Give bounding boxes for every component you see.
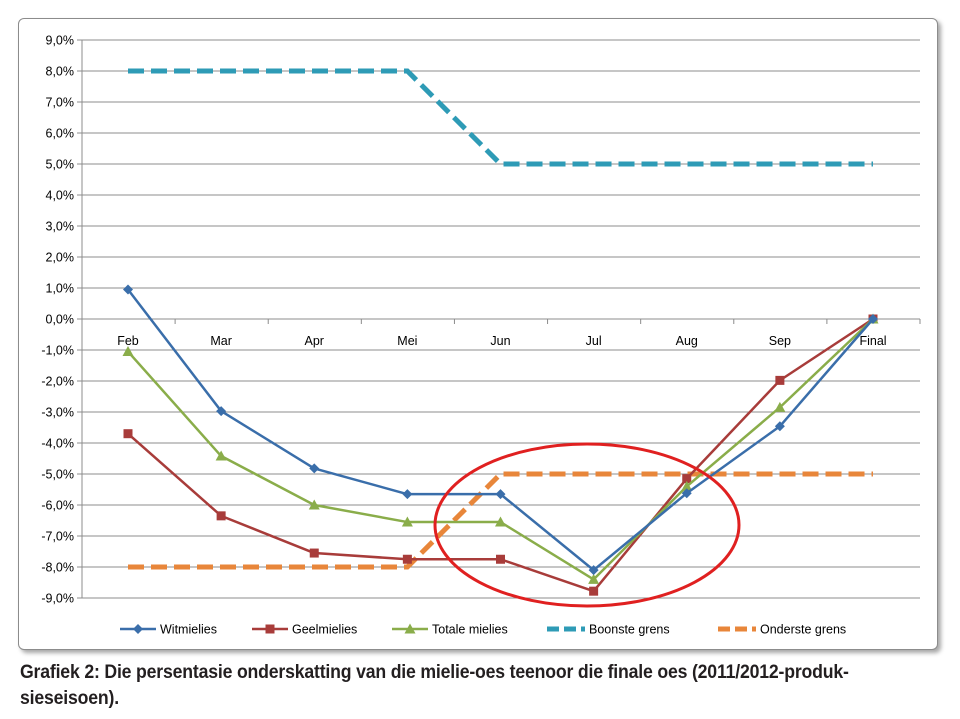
x-axis-ticks: Feb Mar Apr Mei Jun Jul Aug Sep Final (117, 334, 886, 348)
y-tick-label: -2,0% (41, 375, 74, 389)
series-3 (128, 68, 873, 167)
series-2-point (215, 450, 227, 461)
annotation-layer (433, 442, 741, 608)
legend-item: Witmielies (120, 623, 217, 637)
series-2 (122, 313, 879, 584)
legend-label: Boonste grens (589, 623, 670, 637)
grid-lines (77, 39, 921, 599)
legend-label: Onderste grens (760, 623, 846, 637)
x-tick-label: Sep (769, 334, 791, 348)
chart-frame (18, 18, 938, 650)
series-2-point (774, 401, 786, 412)
y-tick-label: 5,0% (46, 158, 75, 172)
series-2-point (401, 516, 413, 527)
y-tick-label: -4,0% (41, 437, 74, 451)
series-1-point (496, 554, 505, 564)
series-0-point (216, 406, 227, 417)
y-axis-ticks: 9,0% 8,0% 7,0% 6,0% 5,0% 4,0% 3,0% 2,0% 1,0% 0,0%… (41, 34, 74, 606)
y-tick-label: -9,0% (41, 592, 74, 606)
series-1-point (123, 429, 133, 439)
series-3-line (128, 68, 873, 167)
series-0-point (681, 488, 692, 499)
x-tick-label: Feb (117, 334, 139, 348)
series-2-point (681, 480, 693, 491)
series-1-point (402, 554, 412, 564)
y-tick-label: 1,0% (46, 282, 75, 296)
x-tick-label: Aug (676, 334, 698, 348)
y-tick-label: 9,0% (46, 34, 75, 48)
series-0-point (123, 284, 133, 295)
x-tick-label: Mar (210, 334, 232, 348)
y-tick-label: 3,0% (46, 220, 75, 234)
series-4-line (128, 471, 873, 570)
series-2-point (495, 516, 506, 527)
y-tick-label: 8,0% (46, 65, 75, 79)
series-1-point (309, 548, 319, 558)
series-1-line (127, 317, 874, 593)
series-0-point (495, 489, 506, 500)
series-0-point (402, 489, 413, 500)
x-tick-label: Jul (586, 334, 602, 348)
legend-swatch-point (404, 623, 416, 634)
y-tick-label: 2,0% (46, 251, 75, 265)
legend: Witmielies Geelmielies Totale mielies Boons… (120, 623, 846, 637)
series-lines (122, 68, 879, 596)
legend-item: Geelmielies (252, 623, 357, 637)
series-2-point (308, 499, 320, 510)
y-tick-label: 6,0% (46, 127, 75, 141)
series-2-line (127, 318, 874, 581)
legend-swatch-point (133, 624, 143, 634)
series-0-point (774, 421, 785, 432)
legend-item: Boonste grens (547, 623, 670, 637)
legend-swatch-point (265, 624, 275, 634)
legend-item: Onderste grens (718, 623, 846, 637)
series-0-line (127, 288, 874, 572)
legend-label: Witmielies (160, 623, 217, 637)
y-tick-label: -5,0% (41, 468, 74, 482)
x-tick-label: Apr (305, 334, 324, 348)
series-0-point (309, 463, 320, 474)
series-0-point (868, 314, 878, 324)
legend-label: Geelmielies (292, 623, 357, 637)
y-tick-label: -7,0% (41, 530, 74, 544)
y-tick-label: -3,0% (41, 406, 74, 420)
y-tick-label: -8,0% (41, 561, 74, 575)
y-tick-label: 0,0% (46, 313, 75, 327)
y-tick-label: -1,0% (41, 344, 74, 358)
series-4 (128, 471, 873, 570)
x-tick-label: Final (859, 334, 886, 348)
y-tick-label: 4,0% (46, 189, 75, 203)
highlight-ellipse (433, 442, 741, 608)
series-1-point (216, 511, 226, 521)
series-2-point (588, 573, 600, 584)
y-tick-label: -6,0% (41, 499, 74, 513)
series-0 (123, 284, 878, 576)
series-2-point (122, 346, 134, 357)
line-chart: 9,0% 8,0% 7,0% 6,0% 5,0% 4,0% 3,0% 2,0% 1,0% 0,0%… (41, 34, 921, 637)
series-1-point (682, 474, 692, 484)
legend-label: Totale mielies (432, 623, 508, 637)
x-tick-label: Mei (397, 334, 417, 348)
series-1-point (589, 586, 599, 596)
series-1-point (775, 375, 785, 385)
series-0-point (588, 565, 599, 576)
legend-item: Totale mielies (392, 623, 508, 637)
y-tick-label: 7,0% (46, 96, 75, 110)
series-1 (123, 314, 878, 596)
x-tick-label: Jun (490, 334, 510, 348)
figure-caption: Grafiek 2: Die persentasie onderskatting… (20, 662, 849, 709)
